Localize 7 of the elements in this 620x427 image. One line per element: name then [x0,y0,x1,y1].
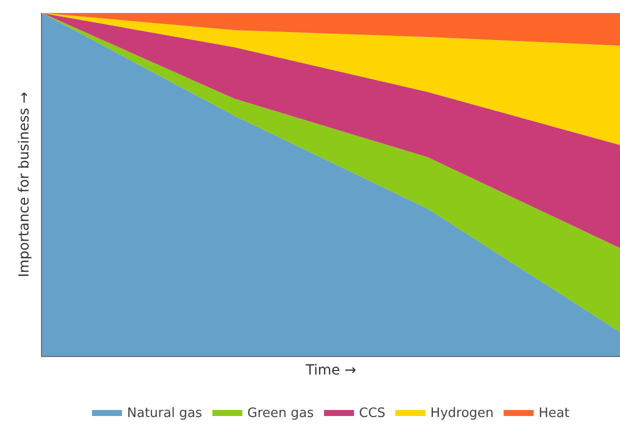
legend-label: CCS [359,406,386,422]
legend-label: Hydrogen [430,406,494,422]
x-axis-title: Time → [304,362,356,379]
legend-label: Heat [538,406,570,422]
legend-label: Green gas [247,406,314,422]
legend-label: Natural gas [127,406,202,422]
y-axis-title: Importance for business → [16,91,33,278]
